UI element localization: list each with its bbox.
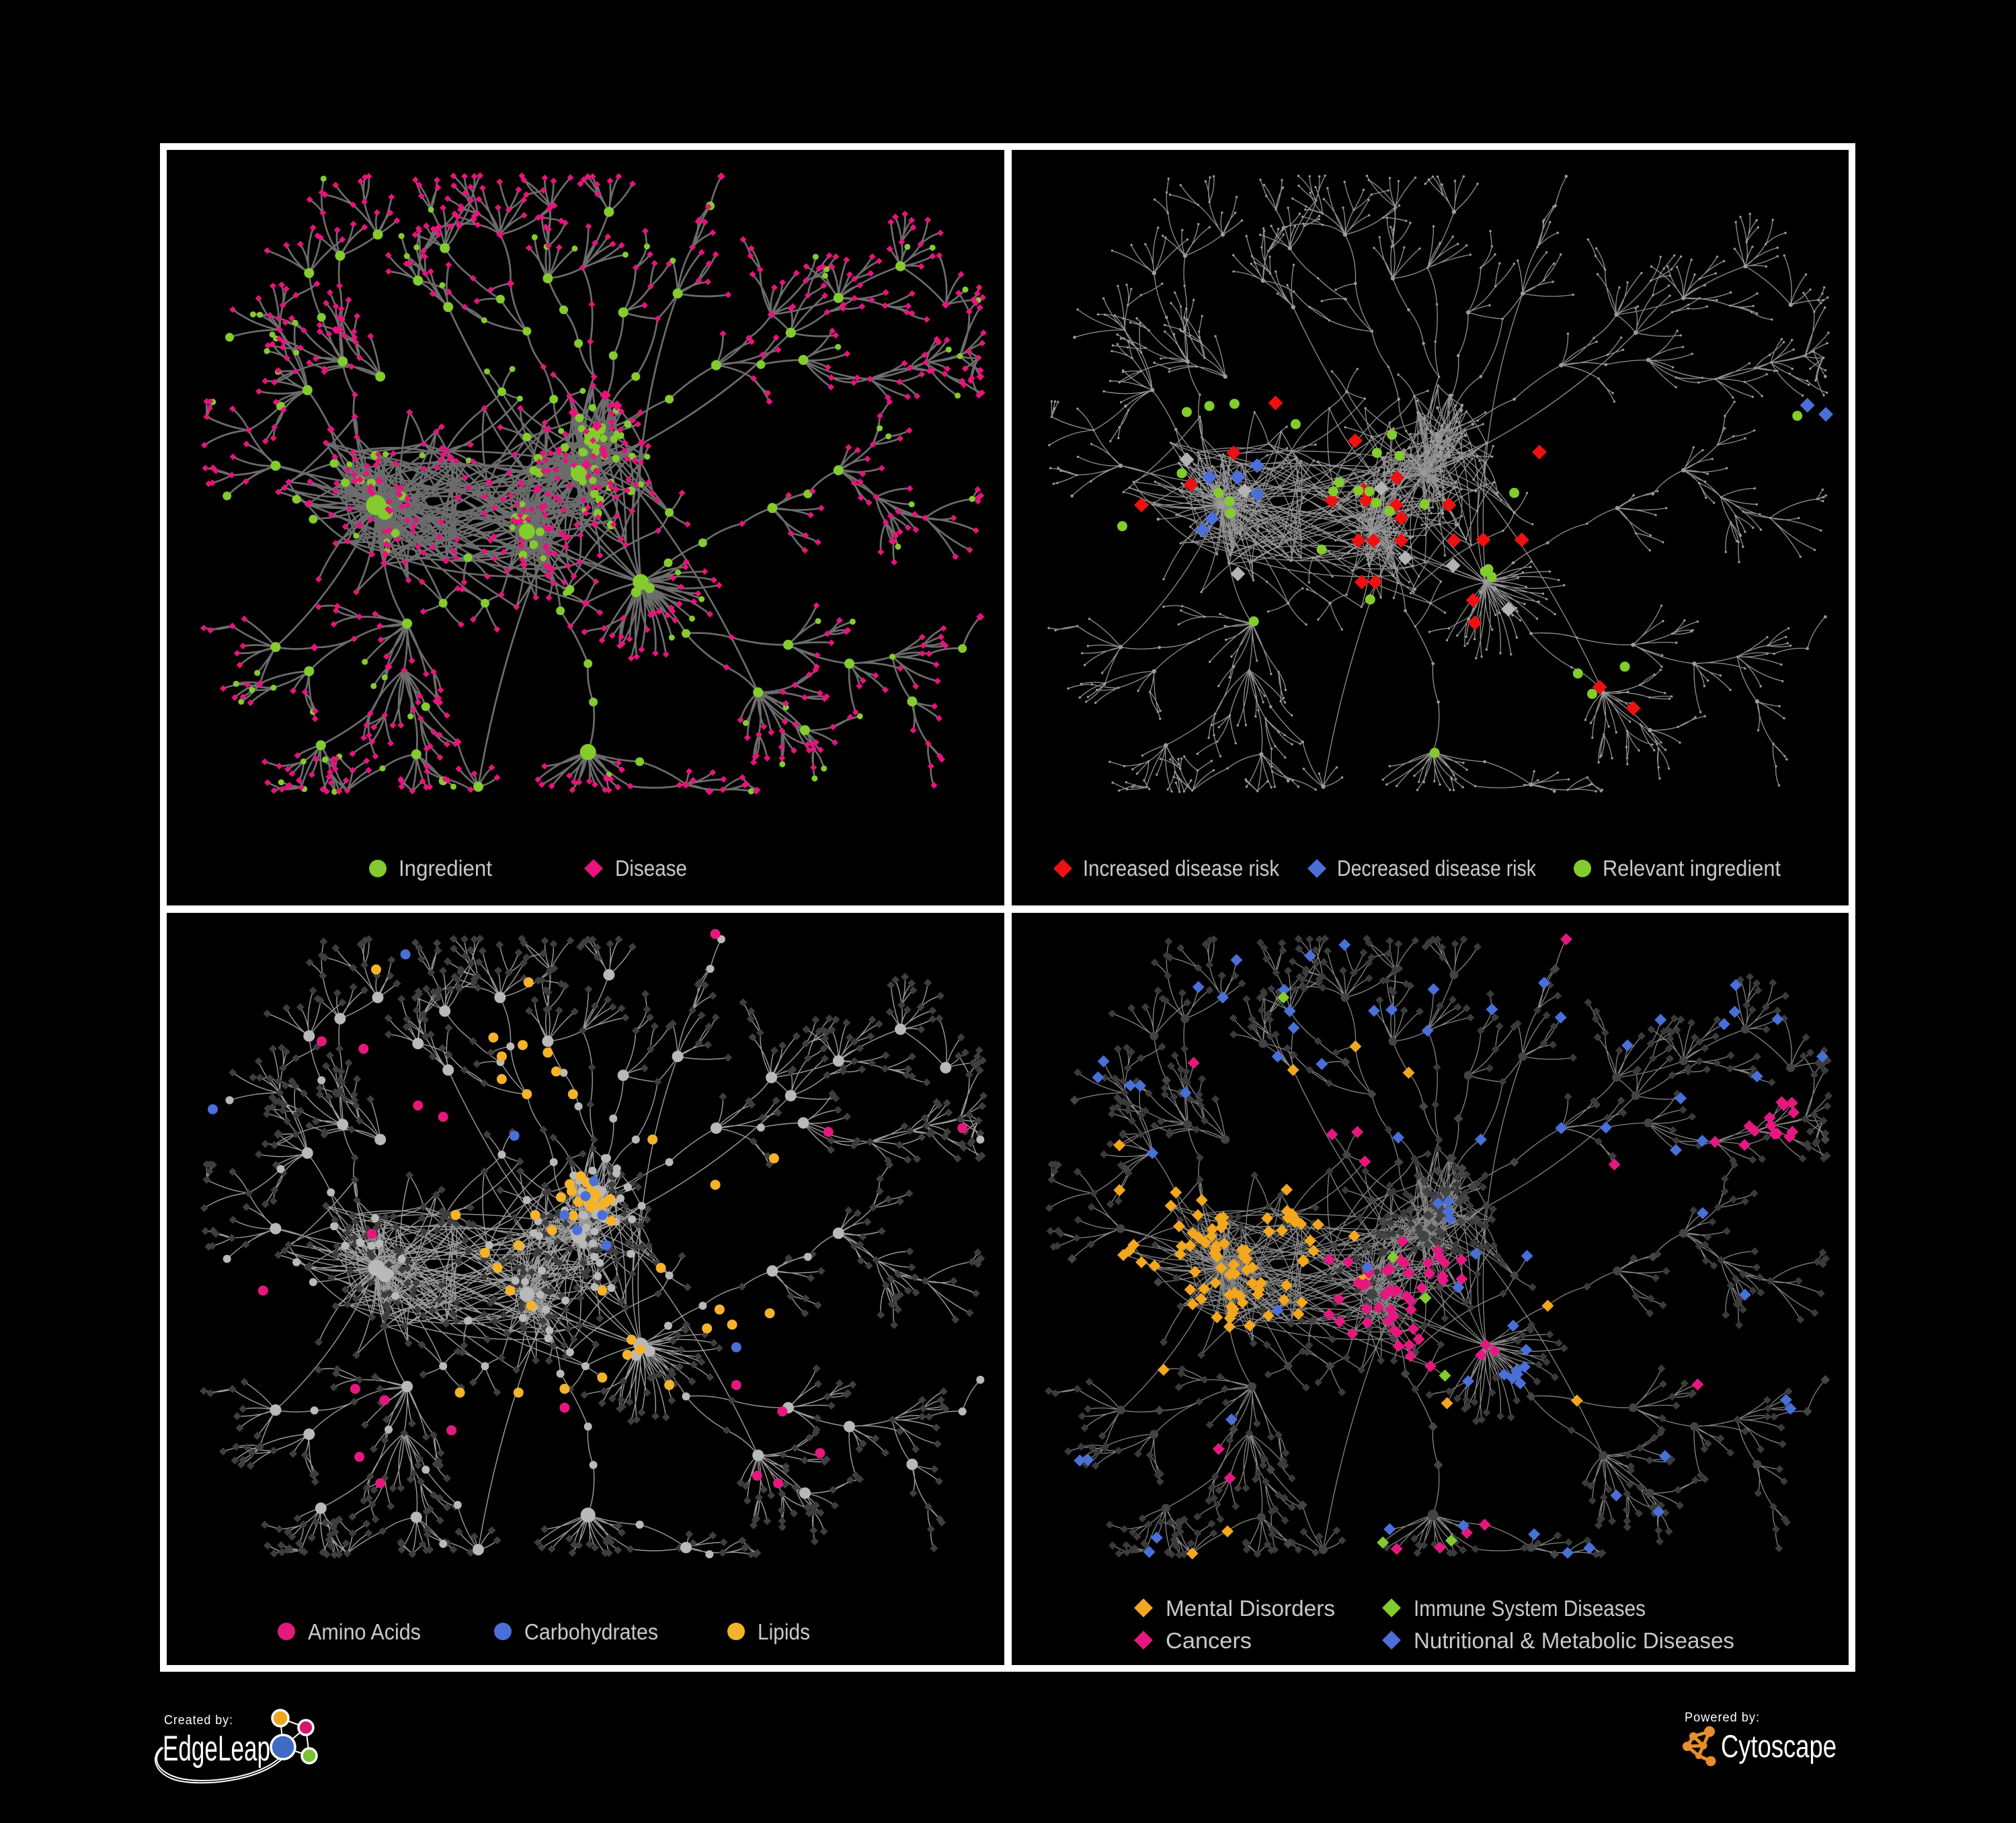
svg-text:Nutritional & Metabolic Diseas: Nutritional & Metabolic Diseases — [1414, 1628, 1734, 1653]
svg-text:Increased disease risk: Increased disease risk — [1083, 856, 1279, 881]
svg-text:Created by:: Created by: — [164, 1713, 233, 1728]
svg-text:Amino Acids: Amino Acids — [308, 1619, 421, 1644]
svg-text:Ingredient: Ingredient — [399, 856, 492, 881]
svg-text:Powered by:: Powered by: — [1685, 1711, 1760, 1725]
svg-text:Mental Disorders: Mental Disorders — [1166, 1596, 1335, 1621]
svg-text:Carbohydrates: Carbohydrates — [524, 1619, 658, 1644]
svg-text:EdgeLeap: EdgeLeap — [163, 1729, 270, 1769]
svg-text:Cancers: Cancers — [1166, 1628, 1252, 1653]
svg-text:Disease: Disease — [615, 856, 687, 881]
svg-text:Immune System Diseases: Immune System Diseases — [1414, 1596, 1646, 1621]
svg-text:Decreased disease risk: Decreased disease risk — [1337, 856, 1536, 881]
svg-text:Cytoscape: Cytoscape — [1721, 1728, 1837, 1764]
svg-text:Lipids: Lipids — [758, 1619, 810, 1644]
svg-text:Relevant ingredient: Relevant ingredient — [1603, 856, 1781, 881]
